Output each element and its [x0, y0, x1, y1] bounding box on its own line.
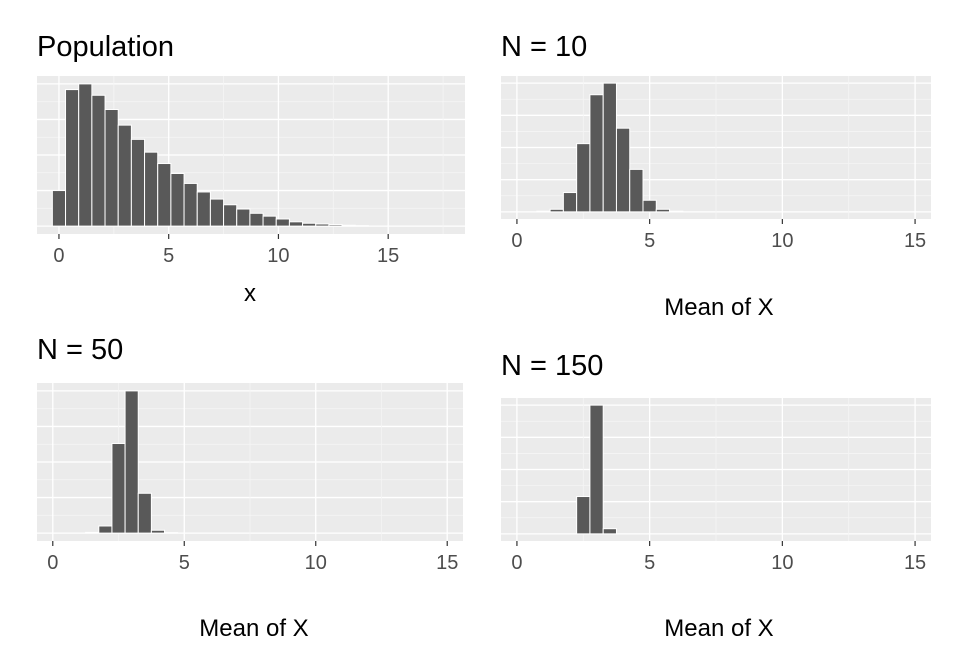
panel-population: Population 0 5 10 15 x: [37, 31, 465, 307]
n10-bar: [655, 208, 671, 213]
n10-bar: [642, 199, 657, 213]
n10-x-tick-label: 0: [511, 230, 522, 252]
n150-bar: [602, 528, 617, 535]
n150-bar: [589, 404, 604, 535]
panel-population-xlabel: x: [244, 280, 256, 307]
panel-n10-title: N = 10: [501, 31, 587, 63]
panel-n150: N = 150 0 5 10 15 Mean of X: [501, 350, 931, 642]
population-bar: [144, 151, 159, 227]
population-bar: [341, 224, 356, 227]
n10-x-tick-label: 10: [771, 230, 793, 252]
n10-bar: [536, 210, 551, 213]
panel-n50: N = 50 0 5 10 15 Mean of X: [37, 334, 463, 642]
n10-bar: [562, 192, 578, 213]
population-bar: [236, 208, 251, 227]
population-bar: [302, 222, 317, 227]
n50-bar: [137, 492, 152, 534]
population-x-tick-label: 0: [53, 245, 64, 267]
population-bar: [104, 108, 119, 227]
n10-bar: [602, 82, 617, 213]
panel-n10: N = 10 0 5 10 15 Mean of X: [501, 31, 931, 321]
population-bar: [130, 138, 146, 227]
population-bar: [288, 221, 304, 227]
population-bar: [209, 198, 225, 227]
n150-x-tick-label: 5: [644, 552, 655, 574]
n10-x-tick-label: 15: [904, 230, 926, 252]
n10-bar: [549, 208, 564, 213]
n50-bar: [150, 529, 166, 534]
n50-x-tick-label: 0: [47, 552, 58, 574]
population-x-tick-label: 10: [267, 245, 289, 267]
population-bar: [78, 83, 93, 227]
n150-x-tick-label: 10: [771, 552, 793, 574]
population-bar: [223, 204, 238, 227]
population-bar: [117, 124, 132, 227]
n50-bar: [111, 443, 126, 534]
population-bar: [65, 89, 80, 227]
n50-x-tick-label: 15: [436, 552, 458, 574]
population-bar: [275, 218, 290, 227]
n50-bar: [85, 531, 100, 534]
n50-x-tick-label: 10: [305, 552, 327, 574]
n10-bar: [615, 127, 631, 213]
panel-n50-title: N = 50: [37, 334, 123, 366]
n10-x-tick-label: 5: [644, 230, 655, 252]
population-x-tick-label: 5: [163, 245, 174, 267]
population-bar: [328, 224, 343, 227]
population-bar: [157, 163, 172, 227]
n50-bar: [124, 390, 139, 534]
population-bar: [183, 182, 198, 227]
n10-bar: [576, 143, 591, 213]
n10-bar: [669, 210, 684, 213]
population-bar: [91, 94, 106, 227]
n50-x-tick-label: 5: [179, 552, 190, 574]
population-bar: [315, 223, 330, 227]
panel-n50-xlabel: Mean of X: [199, 615, 308, 642]
panel-n150-xlabel: Mean of X: [664, 615, 773, 642]
n150-x-tick-label: 15: [904, 552, 926, 574]
n10-bar: [629, 168, 644, 213]
population-bar: [262, 215, 277, 227]
population-bar: [249, 212, 264, 227]
n150-x-tick-label: 0: [511, 552, 522, 574]
panel-n10-xlabel: Mean of X: [664, 294, 773, 321]
panel-population-title: Population: [37, 31, 174, 63]
population-bar: [51, 190, 67, 227]
n50-bar: [98, 525, 113, 534]
population-bar: [196, 191, 211, 227]
panel-n150-title: N = 150: [501, 350, 603, 382]
population-bar: [170, 172, 185, 227]
population-x-tick-label: 15: [377, 245, 399, 267]
n10-bar: [589, 94, 604, 213]
n150-bar: [576, 496, 591, 535]
